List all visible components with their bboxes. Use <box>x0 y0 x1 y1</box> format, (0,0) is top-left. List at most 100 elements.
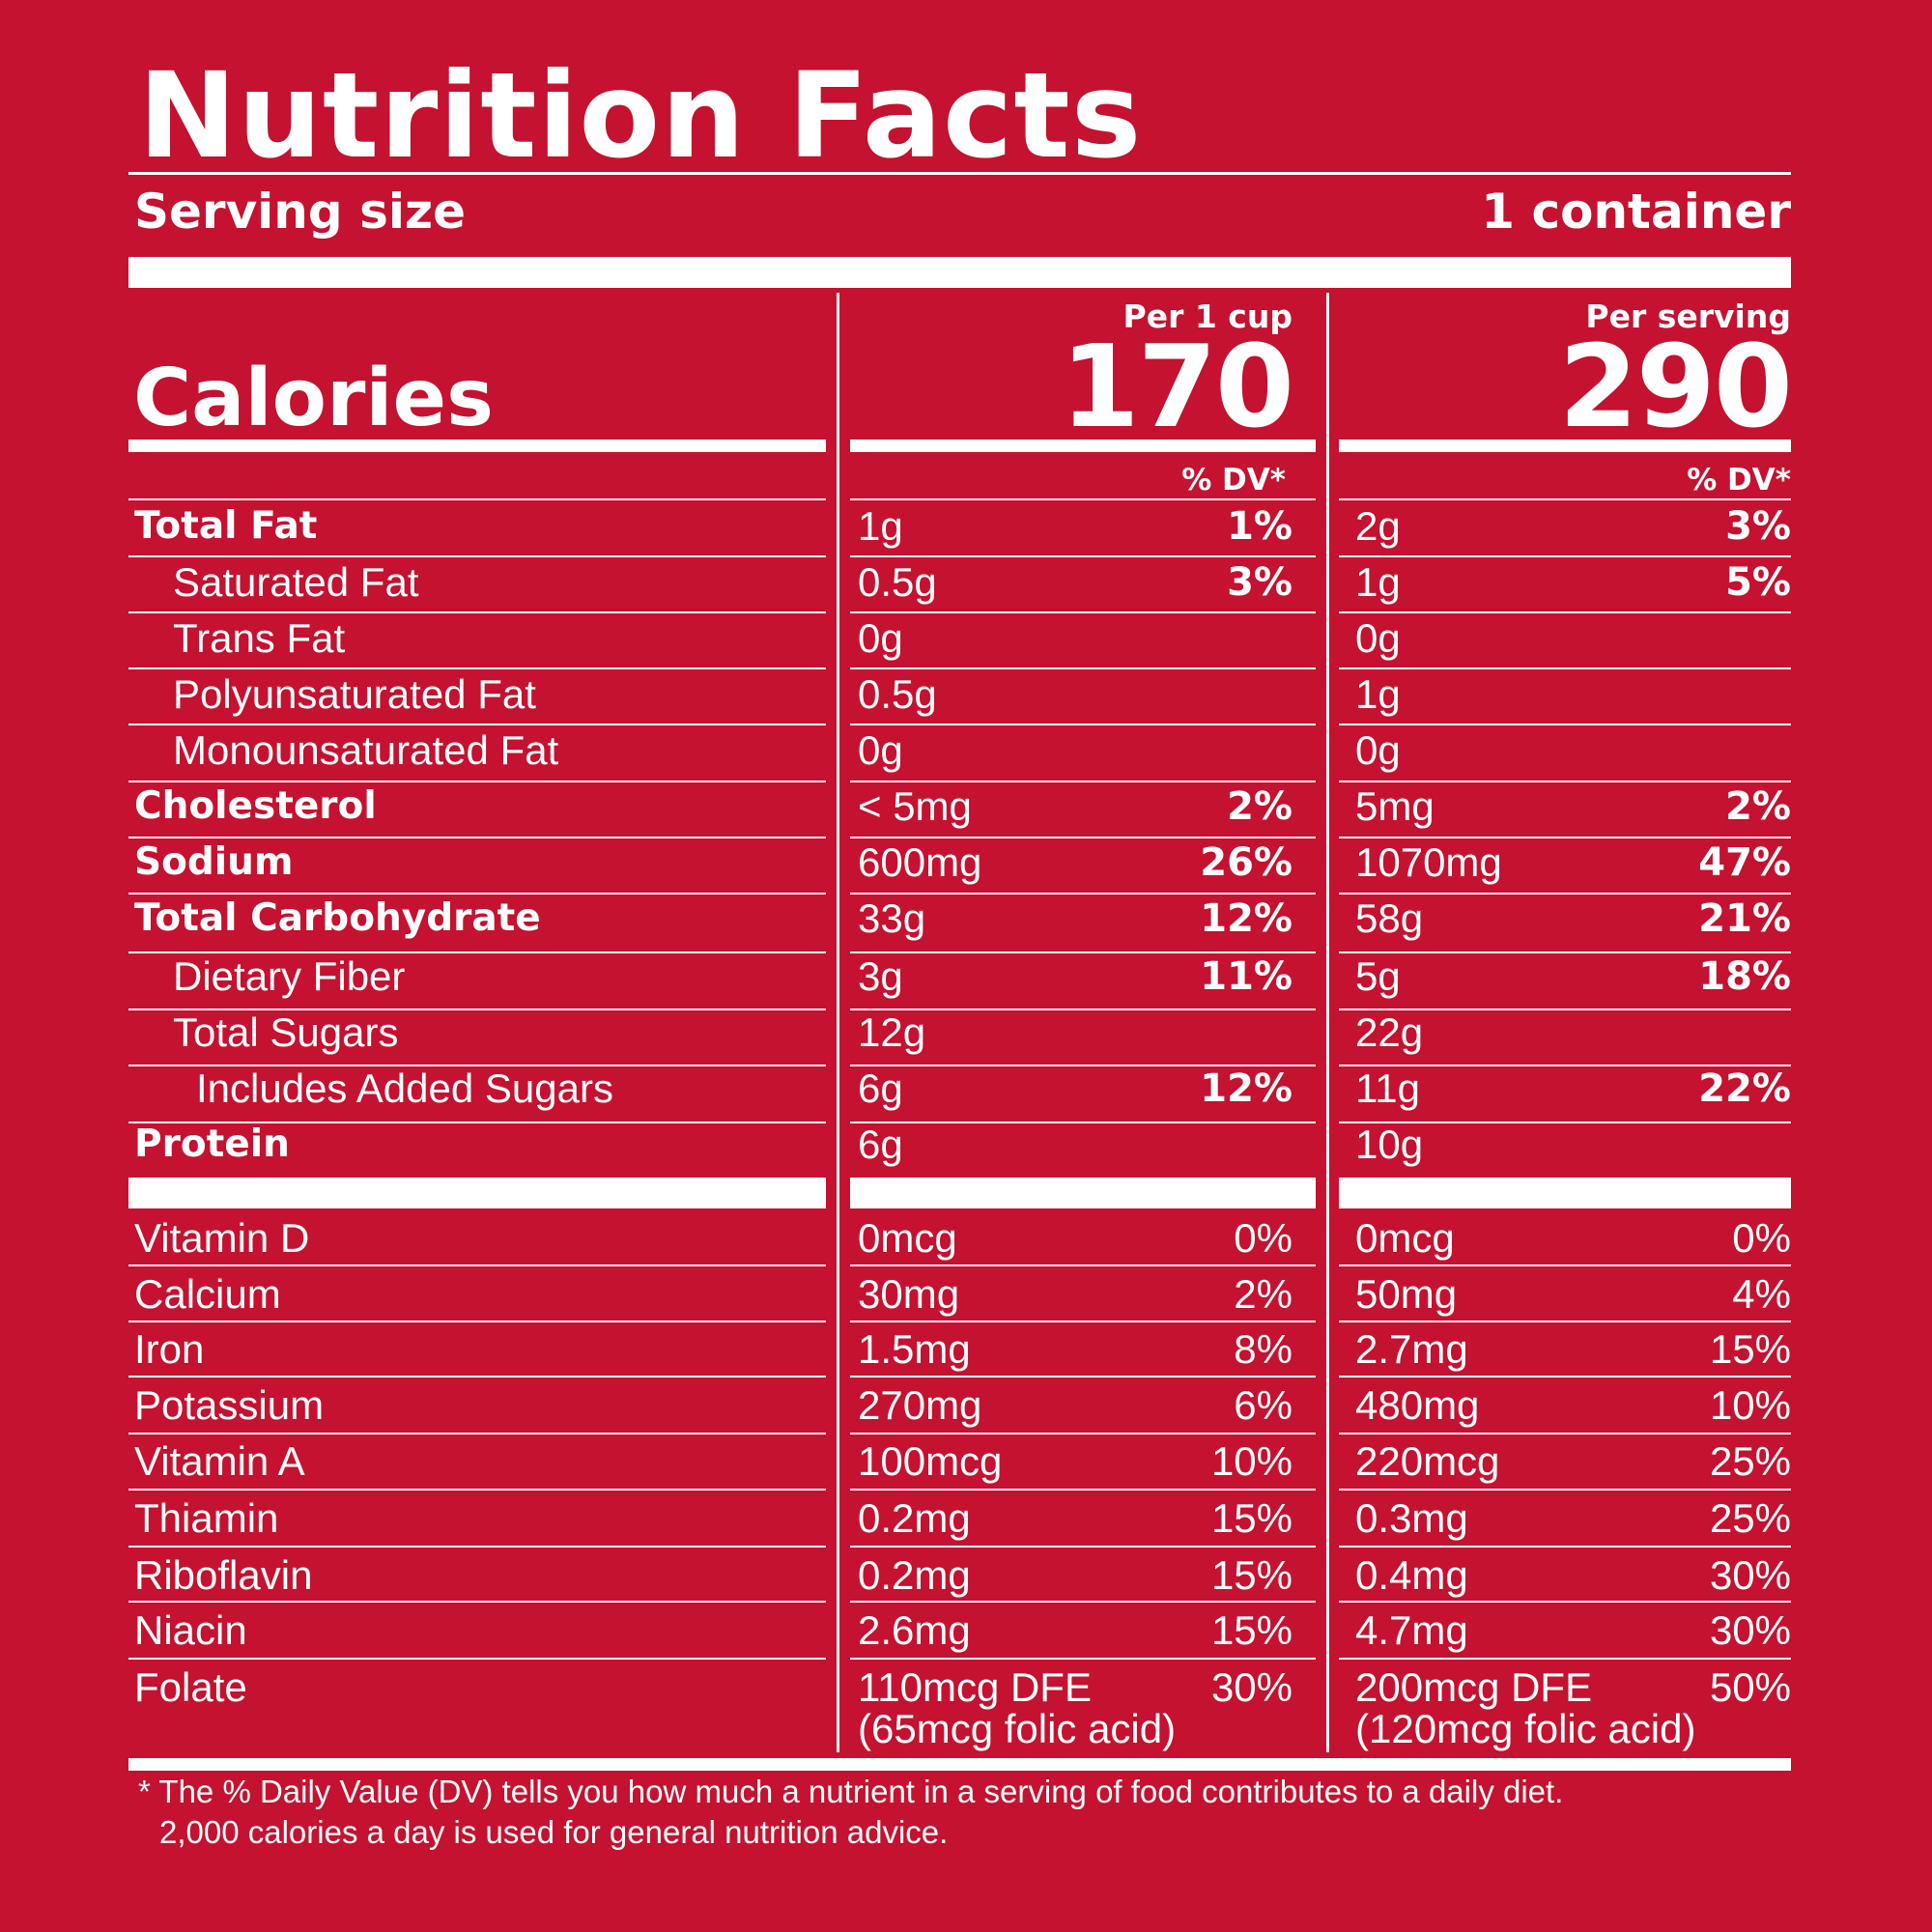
nutrient-separator <box>850 781 1316 782</box>
nutrient-separator <box>128 555 826 557</box>
vitamin-row: Calcium 30mg 2% 50mg 4% <box>128 1266 1791 1322</box>
amount-per-serving: 1070mg <box>1355 839 1502 885</box>
amount-per-cup: 2.6mg <box>858 1607 971 1653</box>
amount-per-cup: 0.2mg <box>858 1552 971 1598</box>
nutrient-name: Vitamin D <box>134 1215 310 1261</box>
calories-bar-3 <box>1339 440 1791 452</box>
dv-per-cup: 15% <box>1210 1552 1293 1598</box>
daily-value-footnote: * The % Daily Value (DV) tells you how m… <box>138 1772 1780 1853</box>
protein-thick-bar <box>1339 1178 1791 1208</box>
vitamin-separator <box>1339 1601 1791 1603</box>
dv-per-serving: 30% <box>1709 1607 1791 1653</box>
nutrient-separator <box>128 893 826 895</box>
dv-per-cup: 0% <box>1234 1215 1293 1261</box>
nutrient-name: Folate <box>134 1664 247 1710</box>
nutrient-row: Trans Fat 0g 0g <box>128 611 1791 667</box>
calories-per-cup: 170 <box>1060 320 1294 453</box>
vitamin-separator <box>1339 1546 1791 1548</box>
vitamin-separator <box>128 1376 826 1378</box>
dv-per-serving: 47% <box>1698 840 1791 885</box>
amount-per-cup: 6g <box>858 1065 903 1111</box>
dv-per-cup: 8% <box>1234 1326 1293 1372</box>
vitamin-row: Riboflavin 0.2mg 15% 0.4mg 30% <box>128 1548 1791 1604</box>
folate-folic-acid-per-serving: (120mcg folic acid) <box>1355 1706 1696 1751</box>
amount-per-cup: 0.5g <box>858 559 937 605</box>
serving-thick-bar <box>128 257 1791 288</box>
dv-per-serving: 25% <box>1709 1438 1791 1484</box>
nutrient-separator <box>850 668 1316 669</box>
column-header-per-cup: Per 1 cup <box>1122 298 1293 335</box>
nutrient-separator <box>128 668 826 669</box>
vitamin-separator <box>850 1658 1316 1660</box>
dv-per-cup: 3% <box>1227 560 1293 605</box>
nutrient-separator <box>850 1122 1316 1123</box>
nutrient-separator <box>850 837 1316 838</box>
amount-per-cup: 0g <box>858 615 903 661</box>
vitamin-separator <box>850 1376 1316 1378</box>
dv-per-serving: 30% <box>1709 1552 1791 1598</box>
vitamin-separator <box>850 1264 1316 1266</box>
nutrient-row: Monounsaturated Fat 0g 0g <box>128 723 1791 779</box>
nutrient-separator <box>1339 555 1791 557</box>
dv-per-serving: 25% <box>1709 1495 1791 1541</box>
amount-per-serving: 11g <box>1355 1065 1420 1111</box>
protein-thick-bar <box>128 1178 826 1208</box>
nutrient-separator <box>850 724 1316 725</box>
nutrient-row: Cholesterol < 5mg 2% 5mg 2% <box>128 779 1791 835</box>
vitamin-separator <box>1339 1264 1791 1266</box>
nutrient-separator <box>128 952 826 953</box>
nutrient-separator <box>128 724 826 725</box>
footnote-bar <box>128 1758 1791 1771</box>
nutrient-name: Potassium <box>134 1382 325 1428</box>
amount-per-serving: 58g <box>1355 895 1424 941</box>
vitamin-separator <box>128 1321 826 1322</box>
nutrient-row: Total Carbohydrate 33g 12% 58g 21% <box>128 891 1791 947</box>
nutrient-name: Dietary Fiber <box>173 953 406 999</box>
label-title: Nutrition Facts <box>138 47 1143 185</box>
nutrient-name: Calcium <box>134 1271 281 1317</box>
dv-per-cup: 2% <box>1227 784 1293 829</box>
dv-header-per-serving: % DV* <box>1687 463 1791 497</box>
dv-per-cup: 26% <box>1200 840 1293 885</box>
dv-per-cup: 1% <box>1227 504 1293 549</box>
vitamin-separator <box>850 1433 1316 1435</box>
nutrient-separator <box>1339 1009 1791 1010</box>
nutrient-row: Saturated Fat 0.5g 3% 1g 5% <box>128 554 1791 611</box>
amount-per-cup: < 5mg <box>858 783 972 829</box>
amount-per-cup: 0g <box>858 727 903 773</box>
amount-per-serving: 10g <box>1355 1122 1424 1167</box>
nutrient-row: Includes Added Sugars 6g 12% 11g 22% <box>128 1061 1791 1117</box>
amount-per-serving: 480mg <box>1355 1382 1480 1428</box>
nutrient-separator <box>1339 724 1791 725</box>
amount-per-serving: 22g <box>1355 1009 1424 1055</box>
nutrient-separator <box>1339 1122 1791 1123</box>
vitamin-row: Thiamin 0.2mg 15% 0.3mg 25% <box>128 1491 1791 1547</box>
nutrient-name: Includes Added Sugars <box>196 1065 613 1111</box>
dv-per-cup: 12% <box>1200 1066 1293 1111</box>
amount-per-serving: 5g <box>1355 953 1401 999</box>
vitamin-separator <box>850 1321 1316 1322</box>
calories-bar-2 <box>850 440 1316 452</box>
vitamin-separator <box>128 1601 826 1603</box>
nutrient-separator <box>1339 952 1791 953</box>
nutrient-separator <box>1339 611 1791 613</box>
calories-per-serving: 290 <box>1558 320 1793 453</box>
footnote-line-1: * The % Daily Value (DV) tells you how m… <box>138 1774 1564 1809</box>
nutrient-separator <box>850 611 1316 613</box>
column-divider-1 <box>837 293 839 1752</box>
vitamin-separator <box>128 1658 826 1660</box>
nutrient-name: Total Carbohydrate <box>134 896 541 940</box>
nutrient-separator <box>850 498 1316 500</box>
dv-per-cup: 11% <box>1200 954 1293 999</box>
amount-per-cup: 12g <box>858 1009 926 1055</box>
amount-per-serving: 1g <box>1355 671 1401 717</box>
nutrient-separator <box>128 611 826 613</box>
vitamin-separator <box>1339 1321 1791 1322</box>
nutrient-separator <box>1339 893 1791 895</box>
nutrient-name: Iron <box>134 1326 205 1372</box>
amount-per-serving: 0.4mg <box>1355 1552 1468 1598</box>
vitamin-row: Iron 1.5mg 8% 2.7mg 15% <box>128 1321 1791 1378</box>
vitamin-separator <box>1339 1376 1791 1378</box>
amount-per-serving: 0g <box>1355 615 1401 661</box>
nutrient-separator <box>128 1009 826 1010</box>
